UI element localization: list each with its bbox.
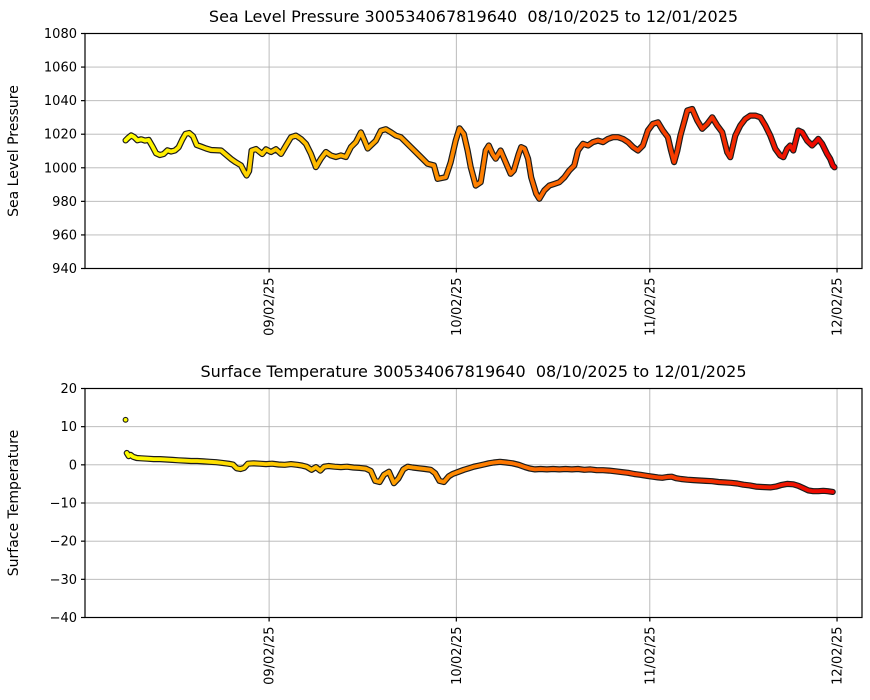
- x-tick-label: 12/02/25: [831, 627, 846, 685]
- x-tick-label: 09/02/25: [263, 278, 278, 336]
- x-tick-label: 09/02/25: [263, 627, 278, 685]
- x-tick-label: 11/02/25: [643, 627, 658, 685]
- pressure-chart: 940 960 980 1000 1020 1040 1060 1080 09/02/25 10/…: [44, 27, 863, 336]
- temperature-chart-title: Surface Temperature 300534067819640 08/1…: [200, 362, 746, 381]
- y-tick-label: 0: [69, 458, 77, 473]
- y-tick-label: 1080: [44, 27, 77, 42]
- y-tick-label: 980: [52, 195, 77, 210]
- x-tick-label: 11/02/25: [643, 278, 658, 336]
- y-tick-label: −10: [50, 497, 77, 512]
- y-tick-label: 940: [52, 262, 77, 277]
- y-tick-label: −40: [50, 611, 77, 626]
- surface-temperature-series-edge: [123, 449, 836, 495]
- y-tick-label: 1060: [44, 61, 77, 76]
- y-tick-label: −30: [50, 573, 77, 588]
- pressure-y-axis-label: Sea Level Pressure: [6, 85, 22, 217]
- pressure-chart-title: Sea Level Pressure 300534067819640 08/10…: [209, 7, 738, 26]
- y-tick-label: 1020: [44, 128, 77, 143]
- outlier-point: [122, 416, 129, 423]
- x-tick-label: 10/02/25: [450, 278, 465, 336]
- y-tick-label: 20: [60, 382, 77, 397]
- plot-frame: [84, 32, 863, 270]
- x-tick-label: 12/02/25: [831, 278, 846, 336]
- y-tick-label: 960: [52, 228, 77, 243]
- x-tick-label: 10/02/25: [450, 627, 465, 685]
- y-tick-label: 1040: [44, 94, 77, 109]
- y-tick-label: 1000: [44, 161, 77, 176]
- sea-level-pressure-series: [123, 107, 837, 201]
- surface-temperature-series: [124, 451, 835, 494]
- y-tick-label: 10: [60, 420, 77, 435]
- temperature-chart: −40 −30 −20 −10 0 10 20 09/02/25 10/02/25 11/02/2…: [50, 382, 863, 685]
- temperature-y-axis-label: Surface Temperature: [6, 430, 22, 576]
- y-tick-label: −20: [50, 535, 77, 550]
